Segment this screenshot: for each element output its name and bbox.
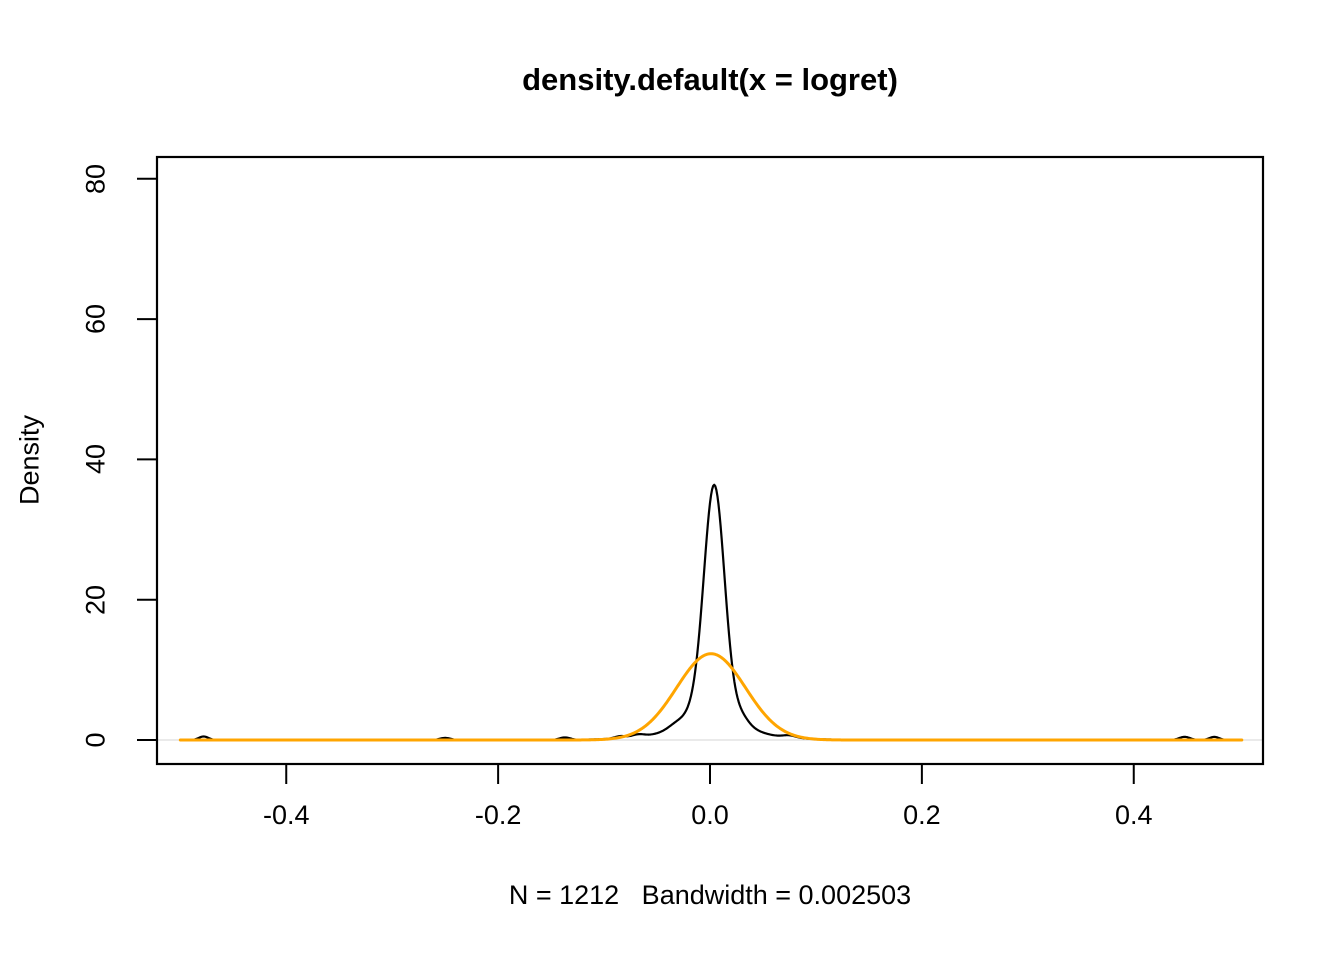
y-tick-label: 80 [80,163,111,194]
x-tick-label: -0.2 [474,800,522,830]
x-tick-label: -0.4 [262,800,310,830]
x-axis-subtitle: N = 1212 Bandwidth = 0.002503 [508,880,912,910]
x-tick-label: 0.0 [691,800,729,830]
x-tick-label: 0.2 [903,800,941,830]
curve-kde-density-logret [179,483,1243,742]
x-tick-label: 0.4 [1114,800,1153,830]
plot-frame [155,155,1265,766]
y-tick-label: 60 [80,304,111,335]
plot-title: density.default(x = logret) [522,62,898,97]
y-tick-label: 0 [80,732,111,748]
y-tick-label: 40 [80,444,111,475]
y-tick-label: 20 [80,584,111,615]
curve-normal-density-overlay [178,652,1244,742]
